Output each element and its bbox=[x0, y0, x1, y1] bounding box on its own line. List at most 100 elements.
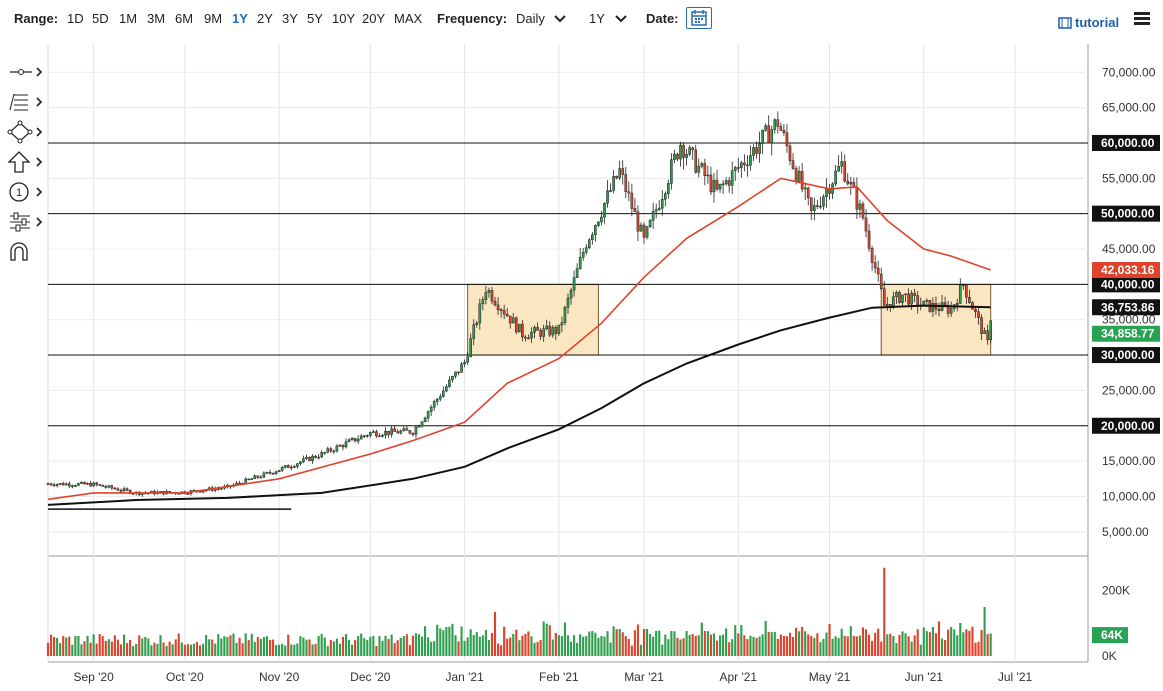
volume-bar bbox=[807, 634, 810, 656]
volume-bar bbox=[372, 635, 375, 656]
y-tick-label: 45,000.00 bbox=[1102, 242, 1156, 256]
candle bbox=[448, 379, 451, 387]
volume-bar bbox=[317, 635, 320, 656]
chevron-down-icon[interactable] bbox=[554, 14, 566, 24]
volume-bar bbox=[202, 643, 205, 656]
arrow-tool[interactable] bbox=[6, 150, 46, 174]
candle bbox=[898, 292, 901, 303]
candle bbox=[74, 485, 77, 487]
range-button-9m[interactable]: 9M bbox=[204, 11, 223, 26]
marker-tool[interactable]: 1 bbox=[6, 180, 46, 204]
volume-bar bbox=[804, 631, 807, 656]
hamburger-menu-icon[interactable] bbox=[1134, 12, 1150, 26]
candle bbox=[296, 463, 299, 467]
volume-bar bbox=[609, 642, 612, 656]
candle bbox=[527, 337, 530, 340]
volume-bar bbox=[460, 626, 463, 656]
range-button-20y[interactable]: 20Y bbox=[362, 11, 386, 26]
crosshair-line-tool[interactable] bbox=[6, 60, 46, 84]
range-button-2y[interactable]: 2Y bbox=[257, 11, 273, 26]
volume-bar bbox=[776, 638, 779, 656]
shape-tool[interactable] bbox=[6, 120, 46, 144]
volume-bar bbox=[466, 637, 469, 656]
candle bbox=[277, 470, 281, 473]
volume-bar bbox=[427, 637, 430, 656]
volume-bar bbox=[858, 635, 861, 656]
volume-bar bbox=[135, 643, 138, 656]
candle bbox=[660, 199, 664, 209]
candle bbox=[724, 180, 728, 185]
candle bbox=[253, 475, 257, 480]
volume-bar bbox=[931, 627, 934, 656]
volume-bar bbox=[867, 634, 871, 656]
volume-bar bbox=[916, 629, 919, 656]
candle bbox=[521, 323, 524, 338]
candle bbox=[305, 456, 308, 459]
volume-bar bbox=[685, 630, 688, 656]
candle bbox=[49, 483, 53, 486]
volume-bar bbox=[691, 633, 694, 656]
range-button-5d[interactable]: 5D bbox=[92, 11, 109, 26]
range-button-1m[interactable]: 1M bbox=[119, 11, 138, 26]
candle bbox=[542, 328, 545, 337]
range-button-6m[interactable]: 6M bbox=[175, 11, 194, 26]
candle bbox=[511, 317, 515, 324]
tutorial-link[interactable]: tutorial bbox=[1075, 15, 1120, 30]
candle bbox=[423, 417, 427, 423]
chevron-down-icon[interactable] bbox=[615, 14, 627, 24]
frequency-select[interactable]: Daily bbox=[516, 11, 545, 26]
level-label: 30,000.00 bbox=[1101, 348, 1155, 362]
candle bbox=[849, 182, 853, 185]
candle bbox=[533, 327, 536, 333]
candle bbox=[487, 290, 491, 293]
volume-bar bbox=[828, 624, 831, 656]
candle bbox=[606, 190, 609, 204]
candle bbox=[703, 163, 707, 177]
magnet-tool[interactable] bbox=[6, 240, 46, 264]
candle bbox=[943, 302, 947, 306]
x-tick-label: Apr '21 bbox=[719, 670, 757, 684]
candle bbox=[615, 176, 618, 179]
indicator-tool[interactable] bbox=[6, 210, 46, 234]
candle bbox=[685, 153, 688, 158]
volume-bar bbox=[408, 645, 411, 656]
volume-bar bbox=[834, 636, 837, 656]
range-button-3m[interactable]: 3M bbox=[147, 11, 166, 26]
y-tick-label: 10,000.00 bbox=[1102, 489, 1156, 503]
candle bbox=[958, 284, 962, 304]
candle bbox=[755, 147, 758, 154]
volume-bar bbox=[667, 639, 670, 656]
candle bbox=[712, 179, 716, 193]
fib-lines-tool[interactable] bbox=[6, 90, 46, 114]
shape-icon bbox=[7, 120, 43, 144]
date-picker-button[interactable] bbox=[686, 7, 712, 29]
candle bbox=[968, 296, 971, 303]
range-button-max[interactable]: MAX bbox=[394, 11, 423, 26]
range-button-3y[interactable]: 3Y bbox=[282, 11, 298, 26]
volume-bar bbox=[71, 644, 74, 656]
volume-bar bbox=[779, 634, 782, 656]
candle bbox=[740, 162, 743, 168]
range-button-10y[interactable]: 10Y bbox=[332, 11, 356, 26]
volume-bar bbox=[95, 643, 98, 656]
range-button-1y[interactable]: 1Y bbox=[232, 11, 248, 26]
volume-bar bbox=[506, 638, 509, 656]
calendar-icon bbox=[691, 10, 707, 26]
candle bbox=[794, 168, 798, 182]
volume-bar bbox=[795, 627, 798, 656]
range-button-1d[interactable]: 1D bbox=[67, 11, 84, 26]
volume-bar bbox=[110, 641, 113, 656]
volume-bar bbox=[646, 629, 649, 656]
volume-bar bbox=[472, 635, 475, 656]
volume-bar bbox=[144, 636, 147, 656]
volume-bar bbox=[244, 633, 247, 656]
volume-bar bbox=[107, 639, 110, 656]
volume-bar bbox=[652, 636, 655, 656]
candle bbox=[560, 322, 564, 326]
volume-bar bbox=[411, 635, 414, 656]
period-select[interactable]: 1Y bbox=[589, 11, 605, 26]
range-button-5y[interactable]: 5Y bbox=[307, 11, 323, 26]
candle bbox=[621, 168, 625, 175]
candle bbox=[569, 289, 573, 299]
